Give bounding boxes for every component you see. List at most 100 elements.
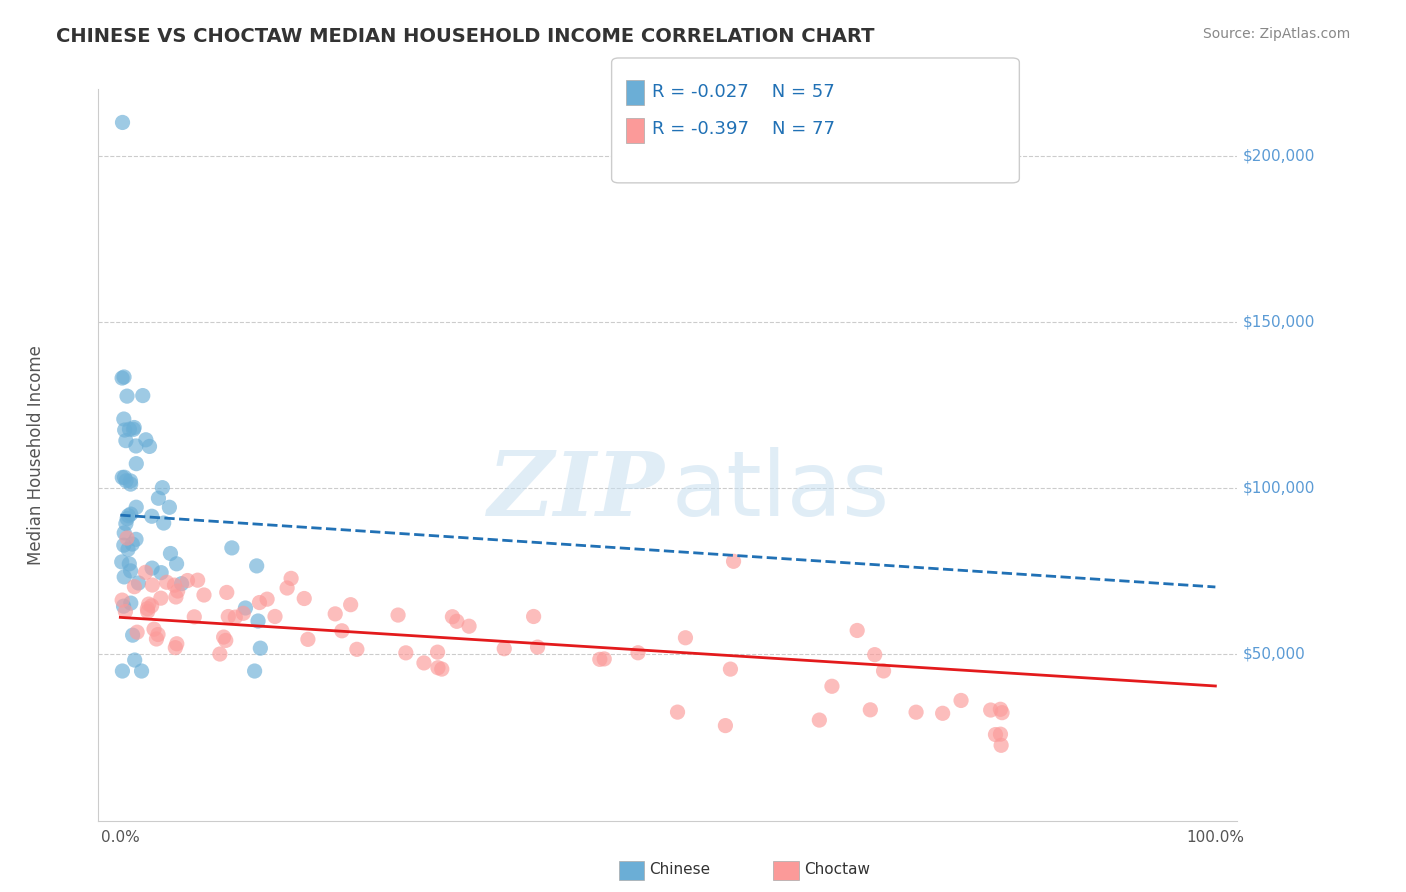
Point xyxy=(115,511,138,525)
Point xyxy=(215,633,238,648)
Point xyxy=(821,679,844,693)
Point xyxy=(136,601,159,615)
Point xyxy=(114,423,136,437)
Point xyxy=(589,652,612,666)
Text: $100,000: $100,000 xyxy=(1243,481,1316,496)
Point xyxy=(280,571,302,585)
Point xyxy=(249,596,271,610)
Point xyxy=(135,433,157,447)
Point xyxy=(115,474,138,488)
Point xyxy=(990,739,1012,753)
Point xyxy=(121,628,143,642)
Point xyxy=(148,491,170,506)
Point xyxy=(494,641,516,656)
Point xyxy=(863,648,886,662)
Point xyxy=(593,652,616,666)
Text: ZIP: ZIP xyxy=(488,449,665,534)
Point xyxy=(666,705,689,719)
Point xyxy=(117,508,139,523)
Point xyxy=(120,564,142,578)
Point xyxy=(426,661,449,675)
Point xyxy=(170,576,193,591)
Point xyxy=(122,420,145,434)
Point xyxy=(117,542,139,557)
Point xyxy=(120,474,142,488)
Point xyxy=(264,609,287,624)
Point xyxy=(292,591,315,606)
Point xyxy=(247,614,270,628)
Point xyxy=(114,470,136,484)
Point xyxy=(112,370,135,384)
Point xyxy=(413,656,436,670)
Point xyxy=(156,575,179,590)
Point xyxy=(235,601,257,615)
Text: Source: ZipAtlas.com: Source: ZipAtlas.com xyxy=(1202,27,1350,41)
Point xyxy=(276,581,298,595)
Point xyxy=(808,713,831,727)
Point xyxy=(243,664,266,678)
Point xyxy=(215,585,238,599)
Point xyxy=(141,509,163,524)
Point xyxy=(115,389,138,403)
Point xyxy=(163,578,186,592)
Point xyxy=(905,705,928,719)
Point xyxy=(166,637,188,651)
Text: $50,000: $50,000 xyxy=(1243,647,1306,662)
Point xyxy=(950,693,973,707)
Point xyxy=(146,627,169,641)
Point xyxy=(339,598,361,612)
Point xyxy=(111,664,134,678)
Point xyxy=(166,584,188,599)
Point xyxy=(112,525,135,540)
Point xyxy=(157,500,180,515)
Point xyxy=(150,481,173,495)
Point xyxy=(395,646,418,660)
Point xyxy=(720,662,742,676)
Point xyxy=(125,533,148,547)
Point xyxy=(208,647,231,661)
Point xyxy=(859,703,882,717)
Point xyxy=(187,573,209,587)
Point xyxy=(132,388,155,402)
Point xyxy=(256,592,278,607)
Point xyxy=(176,574,198,588)
Point xyxy=(125,500,148,515)
Point xyxy=(125,457,148,471)
Point xyxy=(143,622,166,636)
Point xyxy=(111,371,134,385)
Point xyxy=(714,718,737,732)
Text: R = -0.397    N = 77: R = -0.397 N = 77 xyxy=(652,120,835,138)
Point xyxy=(217,609,239,624)
Point xyxy=(152,516,174,530)
Point xyxy=(115,531,138,545)
Point xyxy=(145,632,167,646)
Point xyxy=(297,632,319,647)
Point xyxy=(141,561,163,575)
Point xyxy=(131,664,153,678)
Text: CHINESE VS CHOCTAW MEDIAN HOUSEHOLD INCOME CORRELATION CHART: CHINESE VS CHOCTAW MEDIAN HOUSEHOLD INCO… xyxy=(56,27,875,45)
Point xyxy=(112,599,135,614)
Point xyxy=(141,599,163,613)
Point xyxy=(127,625,149,640)
Point xyxy=(723,554,745,568)
Point xyxy=(387,608,409,623)
Point xyxy=(111,115,134,129)
Point xyxy=(127,576,149,591)
Point xyxy=(346,642,368,657)
Point xyxy=(330,624,353,638)
Point xyxy=(446,615,468,629)
Point xyxy=(991,706,1014,720)
Point xyxy=(136,605,159,619)
Point xyxy=(125,439,148,453)
Text: Chinese: Chinese xyxy=(650,863,710,877)
Point xyxy=(441,609,464,624)
Point xyxy=(138,597,160,611)
Point xyxy=(980,703,1002,717)
Text: atlas: atlas xyxy=(671,448,890,535)
Point xyxy=(120,596,142,610)
Point xyxy=(990,702,1012,716)
Text: Choctaw: Choctaw xyxy=(804,863,870,877)
Point xyxy=(111,470,134,484)
Point xyxy=(249,641,271,656)
Point xyxy=(112,570,135,584)
